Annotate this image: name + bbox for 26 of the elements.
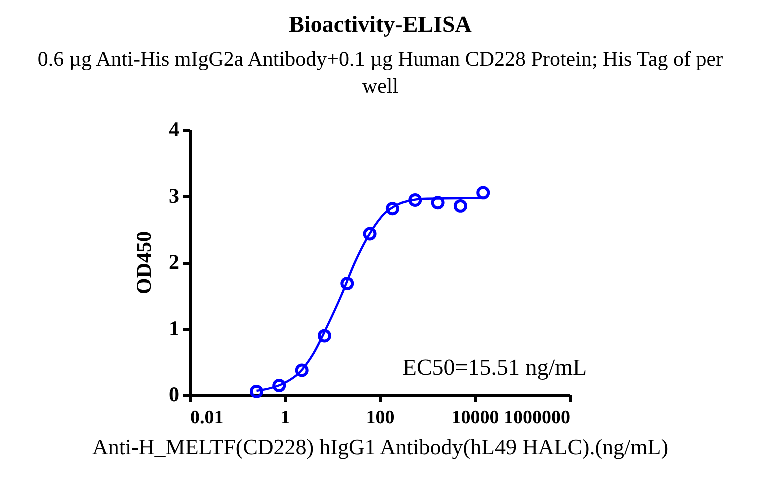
point bbox=[454, 199, 468, 213]
y-tick-label: 3 bbox=[169, 184, 180, 208]
chart-subtitle: 0.6 µg Anti-His mIgG2a Antibody+0.1 µg Human CD228 Protein; His Tag of per well bbox=[36, 46, 724, 100]
y-axis-title: OD450 bbox=[132, 232, 156, 294]
point bbox=[318, 329, 332, 343]
annotation: EC50=15.51 ng/mL bbox=[402, 355, 588, 380]
x-tick-label: 1 bbox=[280, 408, 290, 428]
point bbox=[340, 276, 354, 290]
y-tick-label: 4 bbox=[169, 118, 180, 142]
y-tick-label: 0 bbox=[169, 382, 180, 406]
point bbox=[476, 186, 490, 200]
x-tick-label: 10000 bbox=[452, 408, 500, 428]
x-tick-label: 0.01 bbox=[190, 408, 224, 428]
y-tick-label: 1 bbox=[169, 316, 180, 340]
x-tick-label: 1000000 bbox=[504, 408, 570, 428]
chart-title: Bioactivity-ELISA bbox=[288, 12, 473, 38]
point bbox=[363, 227, 377, 241]
point bbox=[250, 384, 264, 398]
point bbox=[295, 364, 309, 378]
x-axis-title: Anti-H_MELTF(CD228) hIgG1 Antibody(hL49 HALC).(ng/mL) bbox=[92, 434, 669, 460]
y-tick-label: 2 bbox=[169, 250, 180, 274]
x-tick-label: 100 bbox=[366, 408, 395, 428]
point bbox=[431, 196, 445, 210]
point bbox=[408, 193, 422, 207]
point bbox=[386, 202, 400, 216]
point bbox=[272, 378, 286, 392]
